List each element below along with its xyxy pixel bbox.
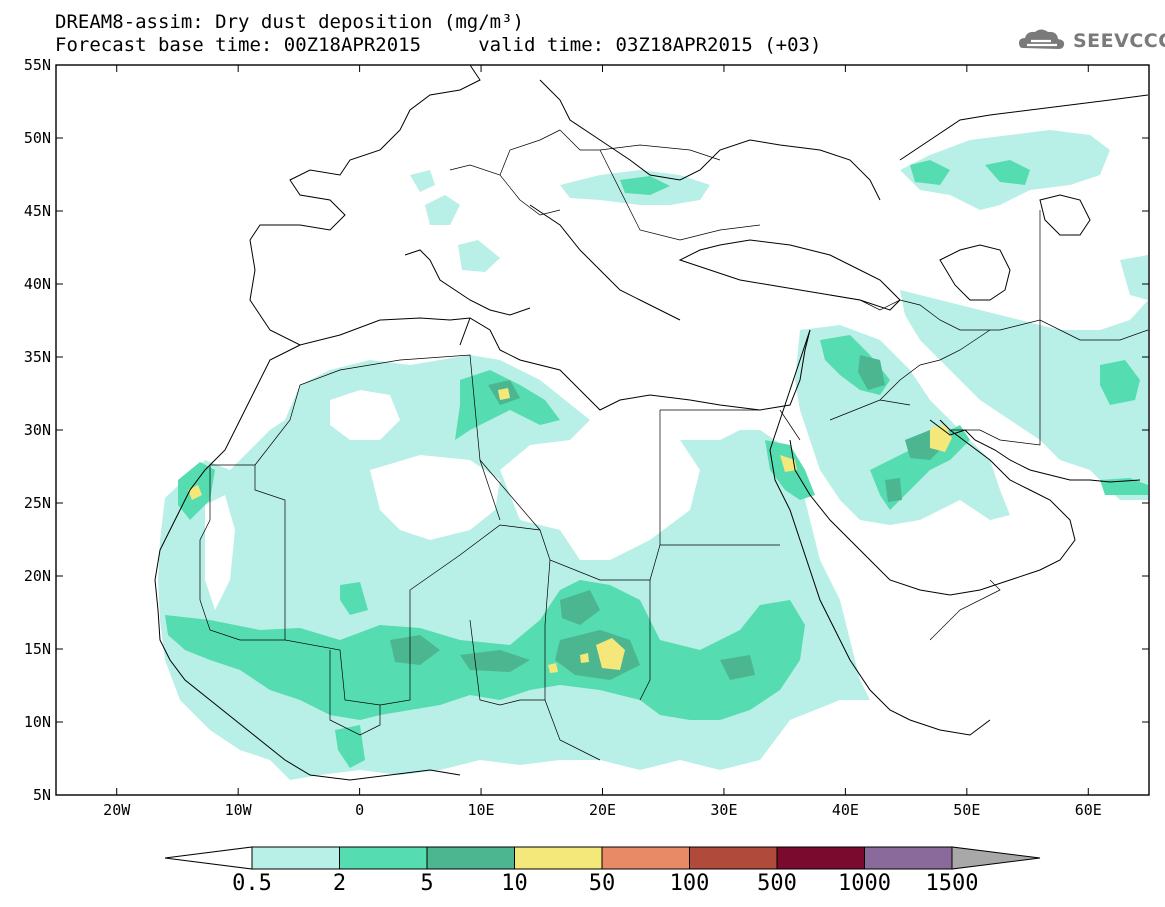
colorbar-swatch <box>251 846 340 870</box>
lat-label: 25N <box>24 494 51 512</box>
lon-label: 50E <box>953 801 980 819</box>
lon-label: 10E <box>468 801 495 819</box>
colorbar-swatch <box>339 846 428 870</box>
cloud-icon <box>1019 29 1065 49</box>
colorbar-label: 1000 <box>838 871 891 896</box>
colorbar-swatch <box>776 846 865 870</box>
seevccc-logo: SEEVCCC <box>1073 30 1165 52</box>
lon-label: 20E <box>589 801 616 819</box>
lat-label: 5N <box>33 786 51 804</box>
lon-label: 20W <box>103 801 131 819</box>
colorbar-label: 5 <box>420 871 433 896</box>
lat-label: 55N <box>24 56 51 74</box>
lat-label: 35N <box>24 348 51 366</box>
deposition-fields <box>158 130 1148 780</box>
lat-label: 10N <box>24 713 51 731</box>
lon-label: 60E <box>1075 801 1102 819</box>
lat-label: 20N <box>24 567 51 585</box>
latitude-axis: 55N 50N 45N 40N 35N 30N 25N 20N 15N 10N 5N <box>24 56 1149 804</box>
map-title: DREAM8-assim: Dry dust deposition (mg/m³… <box>55 11 524 33</box>
country-borders <box>199 129 1149 761</box>
colorbar-label: 10 <box>501 871 528 896</box>
colorbar-label: 50 <box>589 871 616 896</box>
colorbar-label: 0.5 <box>232 871 272 896</box>
colorbar-label: 100 <box>670 871 710 896</box>
colorbar-swatch <box>514 846 603 870</box>
forecast-times: Forecast base time: 00Z18APR2015 valid t… <box>55 34 822 56</box>
colorbar-swatch <box>601 846 690 870</box>
lon-label: 10W <box>225 801 253 819</box>
colorbar: 0.5 2 5 10 50 100 500 1000 1500 <box>164 846 1041 896</box>
colorbar-label: 1500 <box>926 871 979 896</box>
colorbar-lower-arrow <box>164 846 253 870</box>
colorbar-upper-arrow <box>951 846 1041 870</box>
lat-label: 50N <box>24 129 51 147</box>
lat-label: 15N <box>24 640 51 658</box>
lon-label: 0 <box>355 801 364 819</box>
lat-label: 45N <box>24 202 51 220</box>
lon-label: 30E <box>710 801 737 819</box>
colorbar-label: 2 <box>333 871 346 896</box>
lon-label: 40E <box>832 801 859 819</box>
colorbar-swatch <box>689 846 778 870</box>
longitude-axis: 20W 10W 0 10E 20E 30E 40E 50E 60E <box>103 65 1102 819</box>
colorbar-label: 500 <box>757 871 797 896</box>
colorbar-swatch <box>426 846 515 870</box>
lat-label: 30N <box>24 421 51 439</box>
colorbar-swatch <box>864 846 953 870</box>
lat-label: 40N <box>24 275 51 293</box>
